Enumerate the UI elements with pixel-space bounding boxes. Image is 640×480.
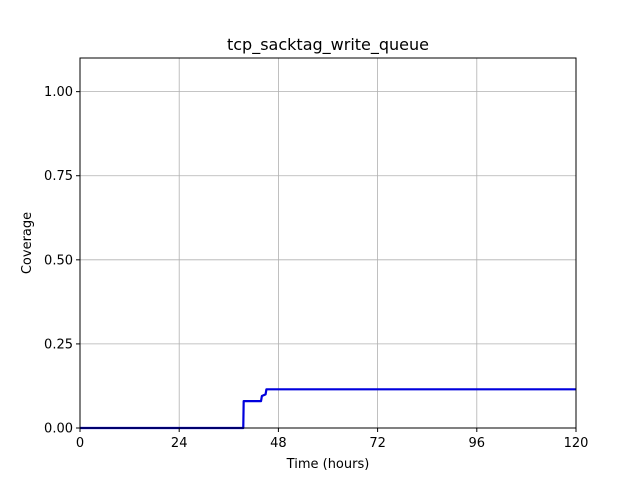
x-tick-label: 96 — [469, 436, 486, 451]
coverage-series-line — [80, 388, 576, 430]
x-tick-label: 48 — [270, 436, 287, 451]
x-tick-label: 72 — [369, 436, 386, 451]
x-tick-label: 24 — [171, 436, 188, 451]
y-tick-label: 0.50 — [44, 253, 73, 268]
plot-frame — [79, 57, 577, 429]
series-layer — [80, 388, 576, 430]
y-tick-label: 0.25 — [44, 337, 73, 352]
y-tick-label: 1.00 — [44, 85, 73, 100]
x-tick-label: 0 — [76, 436, 84, 451]
x-axis-label: Time (hours) — [286, 457, 370, 472]
chart-title: tcp_sacktag_write_queue — [227, 35, 429, 55]
y-tick-label: 0.75 — [44, 169, 73, 184]
y-axis-label: Coverage — [20, 212, 35, 274]
y-tick-label: 0.00 — [44, 422, 73, 437]
x-tick-label: 120 — [564, 436, 589, 451]
grid-layer — [79, 58, 577, 429]
tick-layer: 0 24 48 72 96 120 0.00 0.25 0.50 0.75 1.00 — [44, 85, 588, 451]
